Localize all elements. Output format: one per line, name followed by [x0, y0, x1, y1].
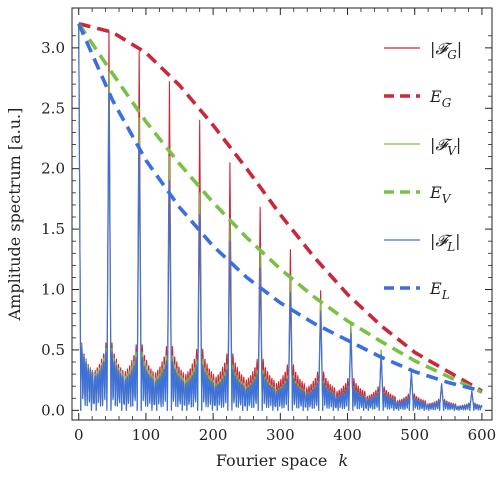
legend-label-main: E — [429, 87, 442, 106]
legend-label-g-envelope: EG — [429, 87, 452, 110]
legend-label-g-spectrum: |𝓕G| — [430, 39, 462, 62]
legend-label-l-spectrum: |𝓕L| — [430, 231, 461, 254]
legend-label-l-envelope: EL — [429, 279, 450, 302]
legend-label-subscript: G — [442, 96, 452, 110]
legend-label-close: | — [455, 231, 460, 250]
legend-label-subscript: V — [442, 192, 452, 206]
x-tick-label: 200 — [199, 426, 228, 444]
y-tick-label: 2.5 — [41, 99, 65, 117]
y-tick-label: 2.0 — [41, 160, 65, 178]
y-tick-label: 3.0 — [41, 39, 65, 57]
legend-label-v-envelope: EV — [429, 183, 452, 206]
plot-area — [77, 21, 483, 411]
series-line-g-envelope — [78, 21, 483, 393]
legend-label-subscript: L — [441, 288, 450, 302]
y-tick-label: 1.5 — [41, 220, 65, 238]
series-line-v-envelope — [77, 22, 483, 394]
x-tick-label: 400 — [333, 426, 362, 444]
legend-label-v-spectrum: |𝓕V| — [430, 135, 461, 158]
series-line-l-envelope — [77, 22, 483, 393]
y-tick-label: 0.5 — [41, 341, 65, 359]
legend-label-subscript: V — [447, 144, 457, 158]
legend: |𝓕G|EG|𝓕V|EV|𝓕L|EL — [384, 39, 462, 302]
plot-frame — [71, 7, 493, 421]
x-axis-label-text: Fourier space — [216, 451, 328, 470]
legend-label-subscript: G — [447, 48, 457, 62]
series-line-l-spectrum — [78, 23, 483, 411]
y-tick-label: 0.0 — [41, 401, 65, 419]
legend-label-main: E — [429, 279, 442, 298]
series-group — [77, 21, 483, 411]
y-tick-label: 1.0 — [41, 281, 65, 299]
x-axis-label-variable: k — [338, 451, 348, 470]
x-tick-label: 100 — [132, 426, 161, 444]
x-tick-label: 500 — [400, 426, 429, 444]
x-tick-label: 600 — [468, 426, 497, 444]
axes: 0 100 200 300 400 500 600 0.0 0.5 1.0 1.5 2.0 2.5 3.0 — [41, 7, 497, 444]
legend-label-close: | — [456, 135, 461, 154]
x-axis-label: Fourier space k — [216, 451, 348, 470]
legend-label-close: | — [457, 39, 462, 58]
legend-label-subscript: L — [446, 240, 455, 254]
x-tick-label: 0 — [74, 426, 84, 444]
legend-label-main: E — [429, 183, 442, 202]
y-axis-label: Amplitude spectrum [a.u.] — [5, 108, 24, 322]
x-tick-label: 300 — [266, 426, 295, 444]
